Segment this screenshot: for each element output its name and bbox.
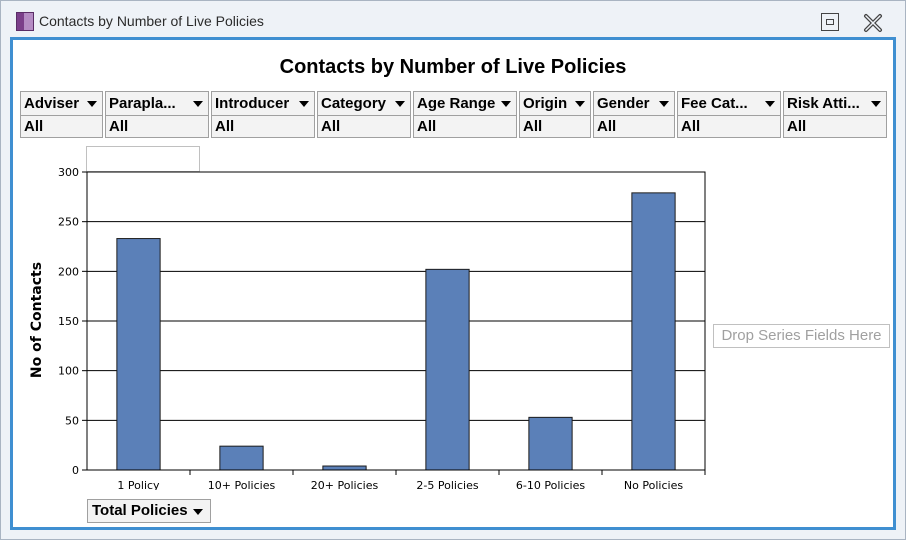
filter-value: All	[594, 116, 674, 137]
filter-value: All	[318, 116, 410, 137]
dropdown-arrow-icon[interactable]	[765, 101, 775, 107]
x-tick-label: 20+ Policies	[311, 479, 379, 490]
window-title: Contacts by Number of Live Policies	[39, 13, 264, 29]
bars	[116, 192, 676, 471]
x-tick-label: 6-10 Policies	[516, 479, 585, 490]
filter-label: Gender	[597, 95, 650, 112]
filter-value: All	[520, 116, 590, 137]
filter-value: All	[106, 116, 208, 137]
close-icon	[864, 14, 882, 32]
filter-label: Adviser	[24, 95, 80, 112]
y-tick-label: 100	[58, 365, 79, 378]
filter-adviser[interactable]: Adviser All	[20, 91, 103, 138]
y-tick-labels: 0 50 100 150 200 250 300	[58, 166, 79, 477]
bar-6-10-policies[interactable]	[528, 416, 573, 471]
filter-category[interactable]: Category All	[317, 91, 411, 138]
x-tick-label: No Policies	[624, 479, 683, 490]
filter-age-range-header[interactable]: Age Range	[414, 92, 516, 116]
filter-label: Fee Cat...	[681, 95, 748, 112]
y-tick-label: 150	[58, 315, 79, 328]
bar-chart: 0 50 100 150 200 250 300 1 Policy 10+ Policies 2…	[29, 166, 706, 490]
filter-gender-header[interactable]: Gender	[594, 92, 674, 116]
filter-gender[interactable]: Gender All	[593, 91, 675, 138]
filter-adviser-header[interactable]: Adviser	[21, 92, 102, 116]
filter-label: Category	[321, 95, 387, 112]
filter-age-range[interactable]: Age Range All	[413, 91, 517, 138]
filter-value: All	[784, 116, 886, 137]
y-tick-label: 50	[65, 414, 79, 427]
dropdown-arrow-icon[interactable]	[299, 101, 309, 107]
total-policies-field-button[interactable]: Total Policies	[87, 499, 211, 523]
field-button-label: Total Policies	[92, 502, 188, 519]
x-tick-label: 2-5 Policies	[416, 479, 478, 490]
series-drop-zone[interactable]: Drop Series Fields Here	[713, 324, 890, 348]
dropdown-arrow-icon[interactable]	[659, 101, 669, 107]
filter-label: Parapla...	[109, 95, 176, 112]
filter-origin[interactable]: Origin All	[519, 91, 591, 138]
bar-10-policies[interactable]	[219, 445, 264, 471]
bar-no-policies[interactable]	[631, 192, 676, 471]
filter-category-header[interactable]: Category	[318, 92, 410, 116]
y-axis-label: No of Contacts	[29, 262, 45, 378]
filter-origin-header[interactable]: Origin	[520, 92, 590, 116]
filter-label: Age Range	[417, 95, 496, 112]
filter-fee-category-header[interactable]: Fee Cat...	[678, 92, 780, 116]
filter-paraplanner-header[interactable]: Parapla...	[106, 92, 208, 116]
dropdown-arrow-icon[interactable]	[87, 101, 97, 107]
filter-paraplanner[interactable]: Parapla... All	[105, 91, 209, 138]
dropdown-arrow-icon[interactable]	[193, 509, 203, 515]
y-tick-label: 300	[58, 166, 79, 179]
dropdown-arrow-icon[interactable]	[501, 101, 511, 107]
restore-button[interactable]	[821, 13, 839, 31]
title-bar[interactable]: Contacts by Number of Live Policies	[1, 1, 905, 37]
filter-risk-attitude-header[interactable]: Risk Atti...	[784, 92, 886, 116]
app-icon	[16, 12, 34, 31]
filter-risk-attitude[interactable]: Risk Atti... All	[783, 91, 887, 138]
y-tick-label: 200	[58, 265, 79, 278]
dropdown-arrow-icon[interactable]	[395, 101, 405, 107]
pivot-chart-frame: Contacts by Number of Live Policies Advi…	[10, 37, 896, 530]
x-tick-label: 10+ Policies	[208, 479, 276, 490]
y-tick-label: 0	[72, 464, 79, 477]
filter-introducer[interactable]: Introducer All	[211, 91, 315, 138]
filter-bar: Adviser All Parapla... All Introducer Al…	[20, 91, 889, 138]
dropdown-arrow-icon[interactable]	[575, 101, 585, 107]
y-tick-label: 250	[58, 216, 79, 229]
filter-fee-category[interactable]: Fee Cat... All	[677, 91, 781, 138]
bar-1-policy[interactable]	[116, 238, 161, 471]
grid-lines	[87, 171, 705, 421]
filter-value: All	[21, 116, 102, 137]
bar-20-policies[interactable]	[322, 465, 367, 471]
bar-2-5-policies[interactable]	[425, 268, 470, 471]
filter-value: All	[414, 116, 516, 137]
chart-title: Contacts by Number of Live Policies	[279, 56, 627, 78]
filter-value: All	[212, 116, 314, 137]
dropdown-arrow-icon[interactable]	[193, 101, 203, 107]
axes	[82, 171, 706, 475]
filter-value: All	[678, 116, 780, 137]
filter-label: Introducer	[215, 95, 290, 112]
x-tick-labels: 1 Policy 10+ Policies 20+ Policies 2-5 Poli…	[117, 479, 683, 490]
dropdown-arrow-icon[interactable]	[871, 101, 881, 107]
x-tick-label: 1 Policy	[117, 479, 160, 490]
filter-label: Origin	[523, 95, 568, 112]
filter-introducer-header[interactable]: Introducer	[212, 92, 314, 116]
filter-label: Risk Atti...	[787, 95, 860, 112]
close-button[interactable]	[863, 13, 883, 33]
